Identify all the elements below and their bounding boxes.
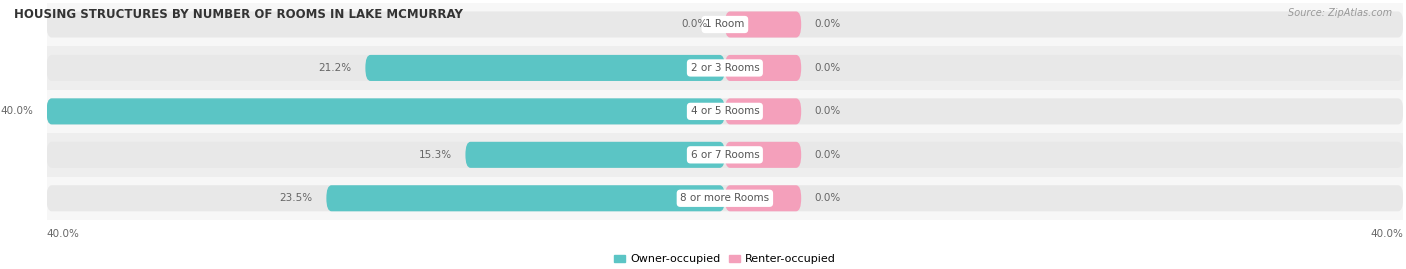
FancyBboxPatch shape xyxy=(46,55,1403,81)
Text: 0.0%: 0.0% xyxy=(682,19,709,30)
FancyBboxPatch shape xyxy=(725,55,801,81)
FancyBboxPatch shape xyxy=(326,185,725,211)
Text: 6 or 7 Rooms: 6 or 7 Rooms xyxy=(690,150,759,160)
Text: 2 or 3 Rooms: 2 or 3 Rooms xyxy=(690,63,759,73)
FancyBboxPatch shape xyxy=(366,55,725,81)
Text: 0.0%: 0.0% xyxy=(814,106,841,116)
FancyBboxPatch shape xyxy=(46,3,1403,46)
Text: HOUSING STRUCTURES BY NUMBER OF ROOMS IN LAKE MCMURRAY: HOUSING STRUCTURES BY NUMBER OF ROOMS IN… xyxy=(14,8,463,21)
FancyBboxPatch shape xyxy=(465,142,725,168)
FancyBboxPatch shape xyxy=(725,12,801,38)
Text: Source: ZipAtlas.com: Source: ZipAtlas.com xyxy=(1288,8,1392,18)
Text: 21.2%: 21.2% xyxy=(319,63,352,73)
FancyBboxPatch shape xyxy=(46,90,1403,133)
FancyBboxPatch shape xyxy=(725,185,801,211)
FancyBboxPatch shape xyxy=(46,176,1403,220)
Text: 0.0%: 0.0% xyxy=(814,193,841,203)
Text: 0.0%: 0.0% xyxy=(814,19,841,30)
FancyBboxPatch shape xyxy=(46,12,1403,38)
FancyBboxPatch shape xyxy=(46,46,1403,90)
Text: 4 or 5 Rooms: 4 or 5 Rooms xyxy=(690,106,759,116)
Text: 40.0%: 40.0% xyxy=(46,229,79,239)
FancyBboxPatch shape xyxy=(46,185,1403,211)
FancyBboxPatch shape xyxy=(725,142,801,168)
Legend: Owner-occupied, Renter-occupied: Owner-occupied, Renter-occupied xyxy=(610,250,839,269)
FancyBboxPatch shape xyxy=(725,98,801,125)
FancyBboxPatch shape xyxy=(46,98,725,125)
Text: 1 Room: 1 Room xyxy=(706,19,745,30)
FancyBboxPatch shape xyxy=(46,98,1403,125)
Text: 0.0%: 0.0% xyxy=(814,150,841,160)
Text: 0.0%: 0.0% xyxy=(814,63,841,73)
Text: 23.5%: 23.5% xyxy=(280,193,312,203)
Text: 40.0%: 40.0% xyxy=(1371,229,1403,239)
FancyBboxPatch shape xyxy=(46,142,1403,168)
Text: 8 or more Rooms: 8 or more Rooms xyxy=(681,193,769,203)
FancyBboxPatch shape xyxy=(46,133,1403,176)
Text: 40.0%: 40.0% xyxy=(0,106,32,116)
Text: 15.3%: 15.3% xyxy=(419,150,451,160)
